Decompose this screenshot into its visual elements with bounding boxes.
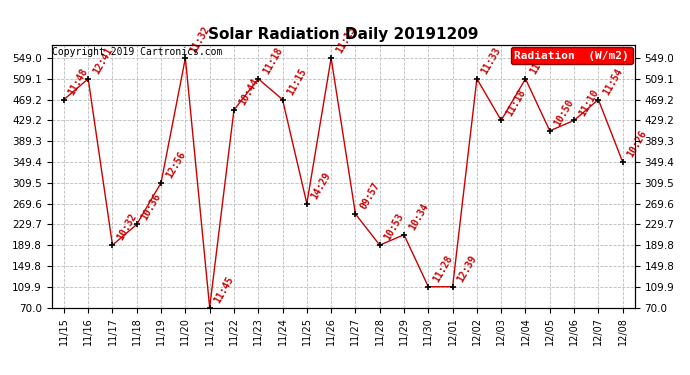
Text: 10:26: 10:26	[625, 129, 649, 159]
Text: 14:29: 14:29	[310, 170, 333, 201]
Text: 11:28: 11:28	[431, 254, 455, 284]
Legend: Radiation  (W/m2): Radiation (W/m2)	[511, 47, 633, 64]
Text: 10:34: 10:34	[407, 201, 430, 232]
Text: 10:32: 10:32	[115, 212, 139, 242]
Text: 10:50: 10:50	[553, 98, 576, 128]
Title: Solar Radiation Daily 20191209: Solar Radiation Daily 20191209	[208, 27, 479, 42]
Text: 12:41: 12:41	[91, 46, 115, 76]
Text: 12:56: 12:56	[164, 150, 187, 180]
Text: 11:32: 11:32	[188, 25, 212, 55]
Text: 11:18: 11:18	[504, 87, 527, 118]
Text: Copyright 2019 Cartronics.com: Copyright 2019 Cartronics.com	[52, 46, 222, 57]
Text: 11:18: 11:18	[261, 46, 284, 76]
Text: 11:45: 11:45	[213, 274, 236, 305]
Text: 11:15: 11:15	[286, 66, 308, 97]
Text: 11:48: 11:48	[67, 66, 90, 97]
Text: 11:13: 11:13	[334, 25, 357, 55]
Text: 10:36: 10:36	[139, 191, 163, 222]
Text: 11:10: 11:10	[577, 87, 600, 118]
Text: 12:39: 12:39	[455, 254, 479, 284]
Text: 09:57: 09:57	[358, 181, 382, 211]
Text: 11:37: 11:37	[529, 46, 551, 76]
Text: 10:44: 10:44	[237, 77, 260, 107]
Text: 10:53: 10:53	[382, 212, 406, 242]
Text: 11:33: 11:33	[480, 46, 503, 76]
Text: 11:54: 11:54	[601, 66, 624, 97]
